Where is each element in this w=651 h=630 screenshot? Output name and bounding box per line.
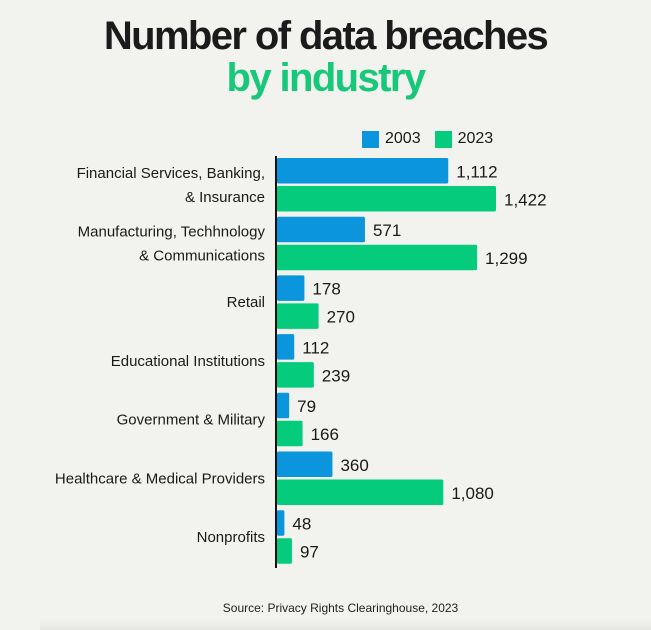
chart-title: Number of data breaches (103, 14, 549, 58)
value-label-2023-6: 97 (300, 542, 319, 561)
legend: 2003 2023 (362, 130, 507, 148)
bar-2003-1 (277, 216, 365, 243)
category-label-4: Government & Military (117, 412, 266, 429)
value-label-2003-1: 571 (373, 221, 401, 240)
category-label-1-line1: & Communications (139, 247, 265, 264)
value-label-2003-5: 360 (340, 456, 368, 475)
legend-swatch-2023 (434, 130, 452, 148)
bar-2023-6 (277, 538, 292, 564)
bar-2003-3 (277, 334, 295, 360)
value-label-2003-4: 79 (297, 397, 316, 416)
legend-swatch-2003 (362, 130, 379, 148)
value-label-2023-5: 1,080 (451, 484, 494, 503)
chart-subtitle: by industry (226, 56, 427, 100)
category-label-2: Retail (227, 294, 265, 311)
category-label-1-line0: Manufacturing, Techhnology (78, 223, 266, 240)
value-label-2023-4: 166 (311, 425, 339, 444)
category-label-0-line0: Financial Services, Banking, (77, 165, 265, 182)
bar-2023-0 (277, 186, 496, 212)
category-label-5: Healthcare & Medical Providers (55, 470, 265, 487)
legend-label-2023: 2023 (457, 130, 494, 147)
bar-2023-5 (277, 479, 444, 505)
value-label-2003-2: 178 (312, 280, 340, 299)
value-label-2023-3: 239 (322, 366, 350, 385)
bar-2023-3 (277, 362, 314, 388)
bar-2003-6 (277, 510, 285, 536)
value-label-2023-1: 1,299 (485, 249, 528, 268)
bar-2003-0 (277, 158, 449, 184)
legend-label-2003: 2003 (385, 130, 421, 147)
value-label-2023-2: 270 (327, 308, 355, 327)
bar-2023-4 (277, 420, 303, 447)
value-label-2003-3: 112 (302, 338, 329, 357)
legend-item-2023: 2023 (434, 130, 494, 148)
bar-2003-4 (277, 392, 290, 419)
bar-2003-5 (277, 451, 333, 477)
category-label-3: Educational Institutions (111, 353, 265, 370)
bar-2023-1 (277, 244, 478, 271)
legend-item-2003: 2003 (362, 130, 421, 148)
source-note: Source: Privacy Rights Clearinghouse, 20… (222, 601, 459, 615)
category-label-0-line1: & Insurance (185, 189, 265, 206)
bar-2003-2 (277, 275, 305, 301)
value-label-2023-0: 1,422 (504, 190, 547, 209)
bottom-shade (40, 618, 651, 630)
category-label-6: Nonprofits (197, 529, 265, 546)
value-label-2003-6: 48 (292, 514, 311, 533)
value-label-2003-0: 1,112 (456, 162, 497, 181)
bar-2023-2 (277, 303, 319, 329)
